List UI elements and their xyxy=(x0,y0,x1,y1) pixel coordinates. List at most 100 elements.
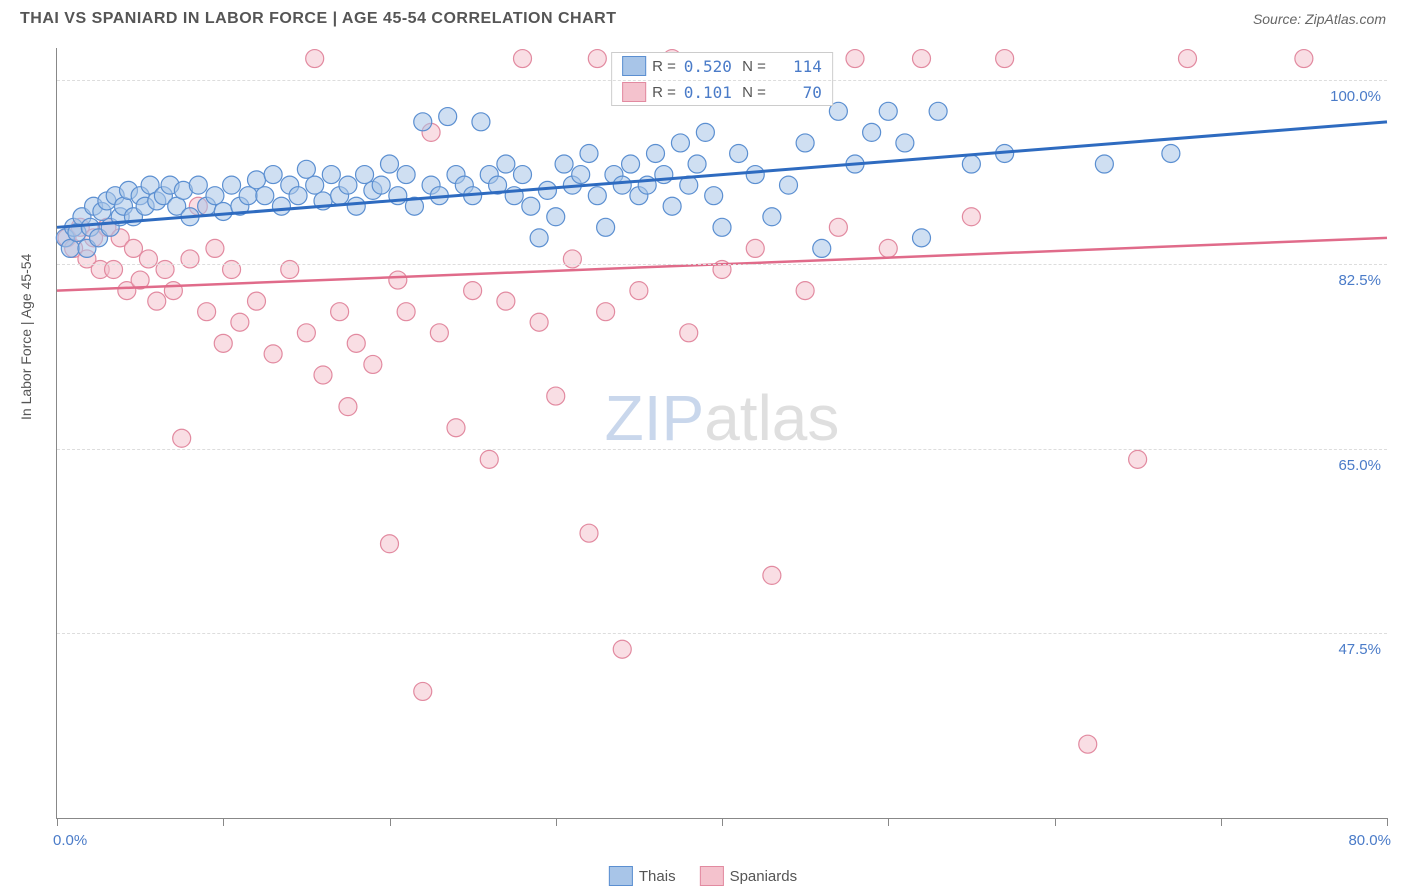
chart-title: THAI VS SPANIARD IN LABOR FORCE | AGE 45… xyxy=(20,10,617,28)
legend-swatch xyxy=(700,866,724,886)
y-tick-label: 82.5% xyxy=(1338,272,1381,289)
data-point xyxy=(264,345,282,363)
data-point xyxy=(763,208,781,226)
data-point xyxy=(472,113,490,131)
data-point xyxy=(414,682,432,700)
data-point xyxy=(206,187,224,205)
data-point xyxy=(746,239,764,257)
legend-r-value: 0.101 xyxy=(682,83,732,102)
data-point xyxy=(996,50,1014,68)
data-point xyxy=(671,134,689,152)
data-point xyxy=(480,450,498,468)
data-point xyxy=(105,261,123,279)
data-point xyxy=(913,229,931,247)
data-point xyxy=(223,261,241,279)
data-point xyxy=(555,155,573,173)
chart-plot-area: ZIPatlas R =0.520 N =114R =0.101 N =70 4… xyxy=(56,48,1387,819)
data-point xyxy=(514,50,532,68)
data-point xyxy=(124,239,142,257)
legend-series-name: Thais xyxy=(639,868,676,885)
data-point xyxy=(572,166,590,184)
data-point xyxy=(389,271,407,289)
legend-series-name: Spaniards xyxy=(730,868,798,885)
data-point xyxy=(547,208,565,226)
data-point xyxy=(663,197,681,215)
data-point xyxy=(189,176,207,194)
x-tick xyxy=(57,818,58,826)
data-point xyxy=(289,187,307,205)
data-point xyxy=(372,176,390,194)
gridline xyxy=(57,633,1387,634)
y-tick-label: 100.0% xyxy=(1330,88,1381,105)
data-point xyxy=(231,313,249,331)
x-tick xyxy=(223,818,224,826)
data-point xyxy=(297,324,315,342)
data-point xyxy=(879,102,897,120)
data-point xyxy=(713,218,731,236)
data-point xyxy=(514,166,532,184)
data-point xyxy=(364,355,382,373)
data-point xyxy=(763,566,781,584)
data-point xyxy=(381,535,399,553)
data-point xyxy=(780,176,798,194)
x-tick xyxy=(722,818,723,826)
data-point xyxy=(1162,144,1180,162)
data-point xyxy=(522,197,540,215)
legend-item: Spaniards xyxy=(700,866,798,886)
data-point xyxy=(647,144,665,162)
data-point xyxy=(929,102,947,120)
x-tick xyxy=(390,818,391,826)
data-point xyxy=(297,160,315,178)
data-point xyxy=(331,303,349,321)
data-point xyxy=(547,387,565,405)
data-point xyxy=(397,303,415,321)
data-point xyxy=(962,155,980,173)
data-point xyxy=(962,208,980,226)
series-legend: Thais Spaniards xyxy=(609,866,797,886)
data-point xyxy=(796,282,814,300)
data-point xyxy=(281,261,299,279)
scatter-svg xyxy=(57,48,1387,818)
data-point xyxy=(139,250,157,268)
data-point xyxy=(156,261,174,279)
legend-n-value: 70 xyxy=(772,83,822,102)
data-point xyxy=(597,303,615,321)
y-tick-label: 47.5% xyxy=(1338,641,1381,658)
data-point xyxy=(173,429,191,447)
data-point xyxy=(347,197,365,215)
x-tick-label: 0.0% xyxy=(53,832,87,849)
data-point xyxy=(913,50,931,68)
data-point xyxy=(796,134,814,152)
data-point xyxy=(879,239,897,257)
data-point xyxy=(730,144,748,162)
legend-swatch xyxy=(622,82,646,102)
data-point xyxy=(356,166,374,184)
data-point xyxy=(181,250,199,268)
data-point xyxy=(688,155,706,173)
data-point xyxy=(1079,735,1097,753)
data-point xyxy=(272,197,290,215)
data-point xyxy=(588,187,606,205)
x-tick xyxy=(888,818,889,826)
legend-swatch xyxy=(622,56,646,76)
y-axis-label: In Labor Force | Age 45-54 xyxy=(18,254,34,420)
data-point xyxy=(696,123,714,141)
x-tick xyxy=(1221,818,1222,826)
data-point xyxy=(381,155,399,173)
y-tick-label: 65.0% xyxy=(1338,457,1381,474)
legend-r-label: R = xyxy=(652,58,676,75)
gridline xyxy=(57,264,1387,265)
source-label: Source: ZipAtlas.com xyxy=(1253,11,1386,27)
data-point xyxy=(430,324,448,342)
x-tick xyxy=(556,818,557,826)
data-point xyxy=(447,419,465,437)
data-point xyxy=(214,202,232,220)
legend-stat-row: R =0.101 N =70 xyxy=(612,79,832,105)
data-point xyxy=(339,398,357,416)
data-point xyxy=(630,282,648,300)
data-point xyxy=(622,155,640,173)
data-point xyxy=(530,313,548,331)
data-point xyxy=(164,282,182,300)
data-point xyxy=(1129,450,1147,468)
data-point xyxy=(248,292,266,310)
